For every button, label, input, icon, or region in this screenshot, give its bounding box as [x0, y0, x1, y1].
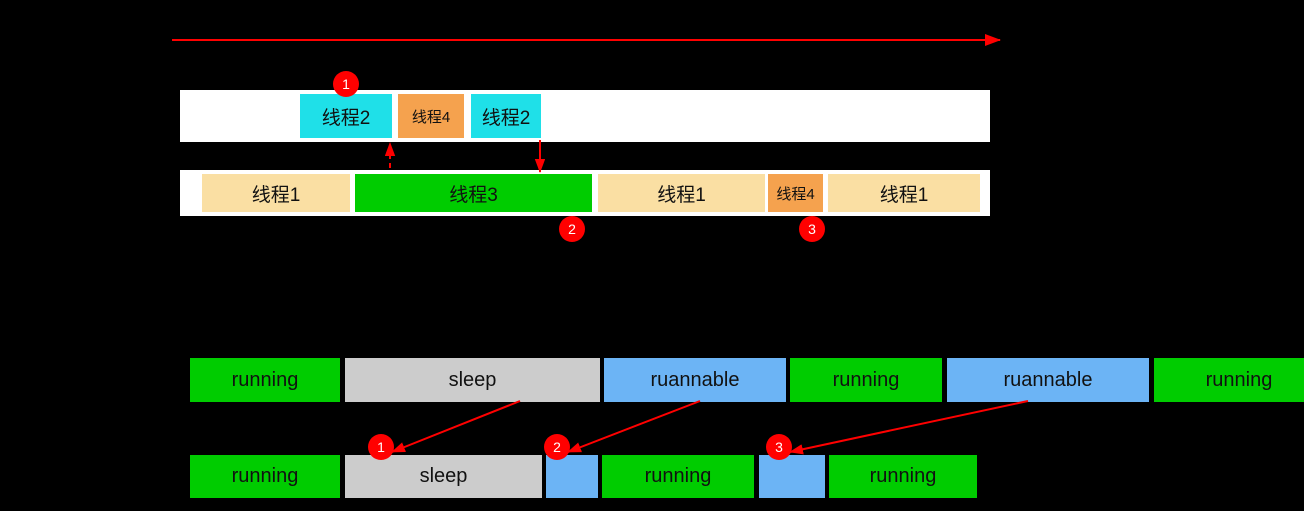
state-upper-block: ruannable	[604, 358, 786, 402]
state-map-arrow-1	[391, 400, 521, 453]
thread-lower-block: 线程1	[202, 174, 350, 212]
thread-upper-block: 线程2	[300, 94, 392, 138]
state-lower-block: running	[829, 455, 977, 498]
state-upper-block: running	[190, 358, 340, 402]
cpu-step-badge: 2	[559, 216, 585, 242]
state-upper-block: running	[1154, 358, 1304, 402]
state-upper-block: running	[790, 358, 942, 402]
state-step-badge: 2	[544, 434, 570, 460]
state-lower-block	[759, 455, 825, 498]
state-step-badge: 3	[766, 434, 792, 460]
state-lower-block: running	[602, 455, 754, 498]
state-map-arrow-2	[567, 400, 701, 453]
thread-lower-block: 线程1	[828, 174, 980, 212]
thread-upper-block: 线程4	[398, 94, 464, 138]
state-lower-block: sleep	[345, 455, 542, 498]
state-lower-block: running	[190, 455, 340, 498]
state-lower-block	[546, 455, 598, 498]
cpu-step-badge: 1	[333, 71, 359, 97]
state-upper-block: ruannable	[947, 358, 1149, 402]
thread-lower-block: 线程4	[768, 174, 823, 212]
state-upper-block: sleep	[345, 358, 600, 402]
cpu-step-badge: 3	[799, 216, 825, 242]
thread-lower-block: 线程1	[598, 174, 765, 212]
thread-lower-block: 线程3	[355, 174, 592, 212]
state-step-badge: 1	[368, 434, 394, 460]
thread-upper-block: 线程2	[471, 94, 541, 138]
state-map-arrow-3	[789, 400, 1029, 455]
